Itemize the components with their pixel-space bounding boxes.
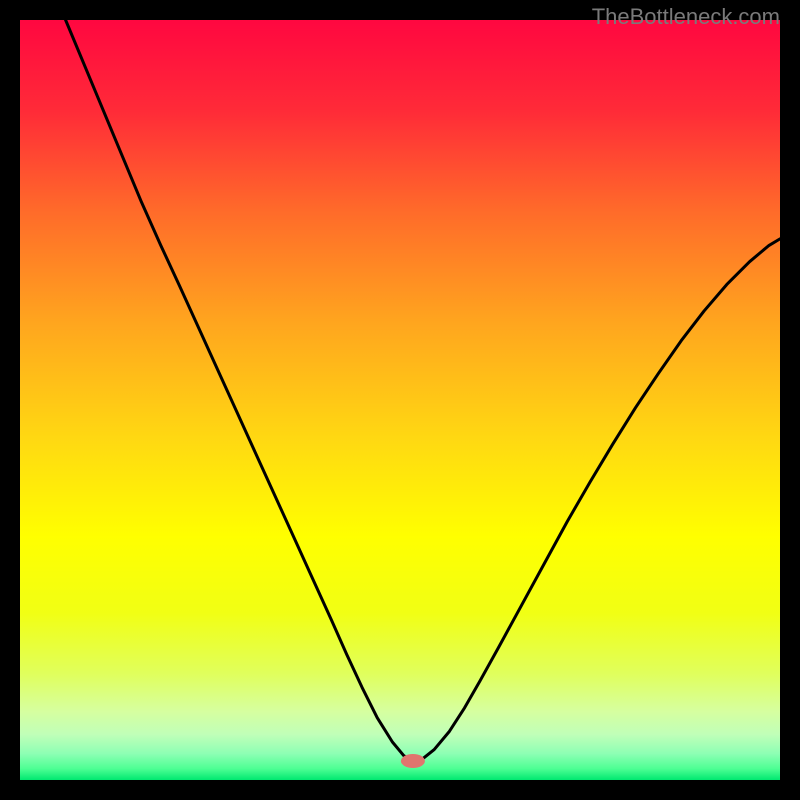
bottleneck-chart (0, 0, 800, 800)
gradient-background (20, 20, 780, 780)
optimal-marker (401, 754, 425, 768)
watermark-text: TheBottleneck.com (592, 4, 780, 30)
